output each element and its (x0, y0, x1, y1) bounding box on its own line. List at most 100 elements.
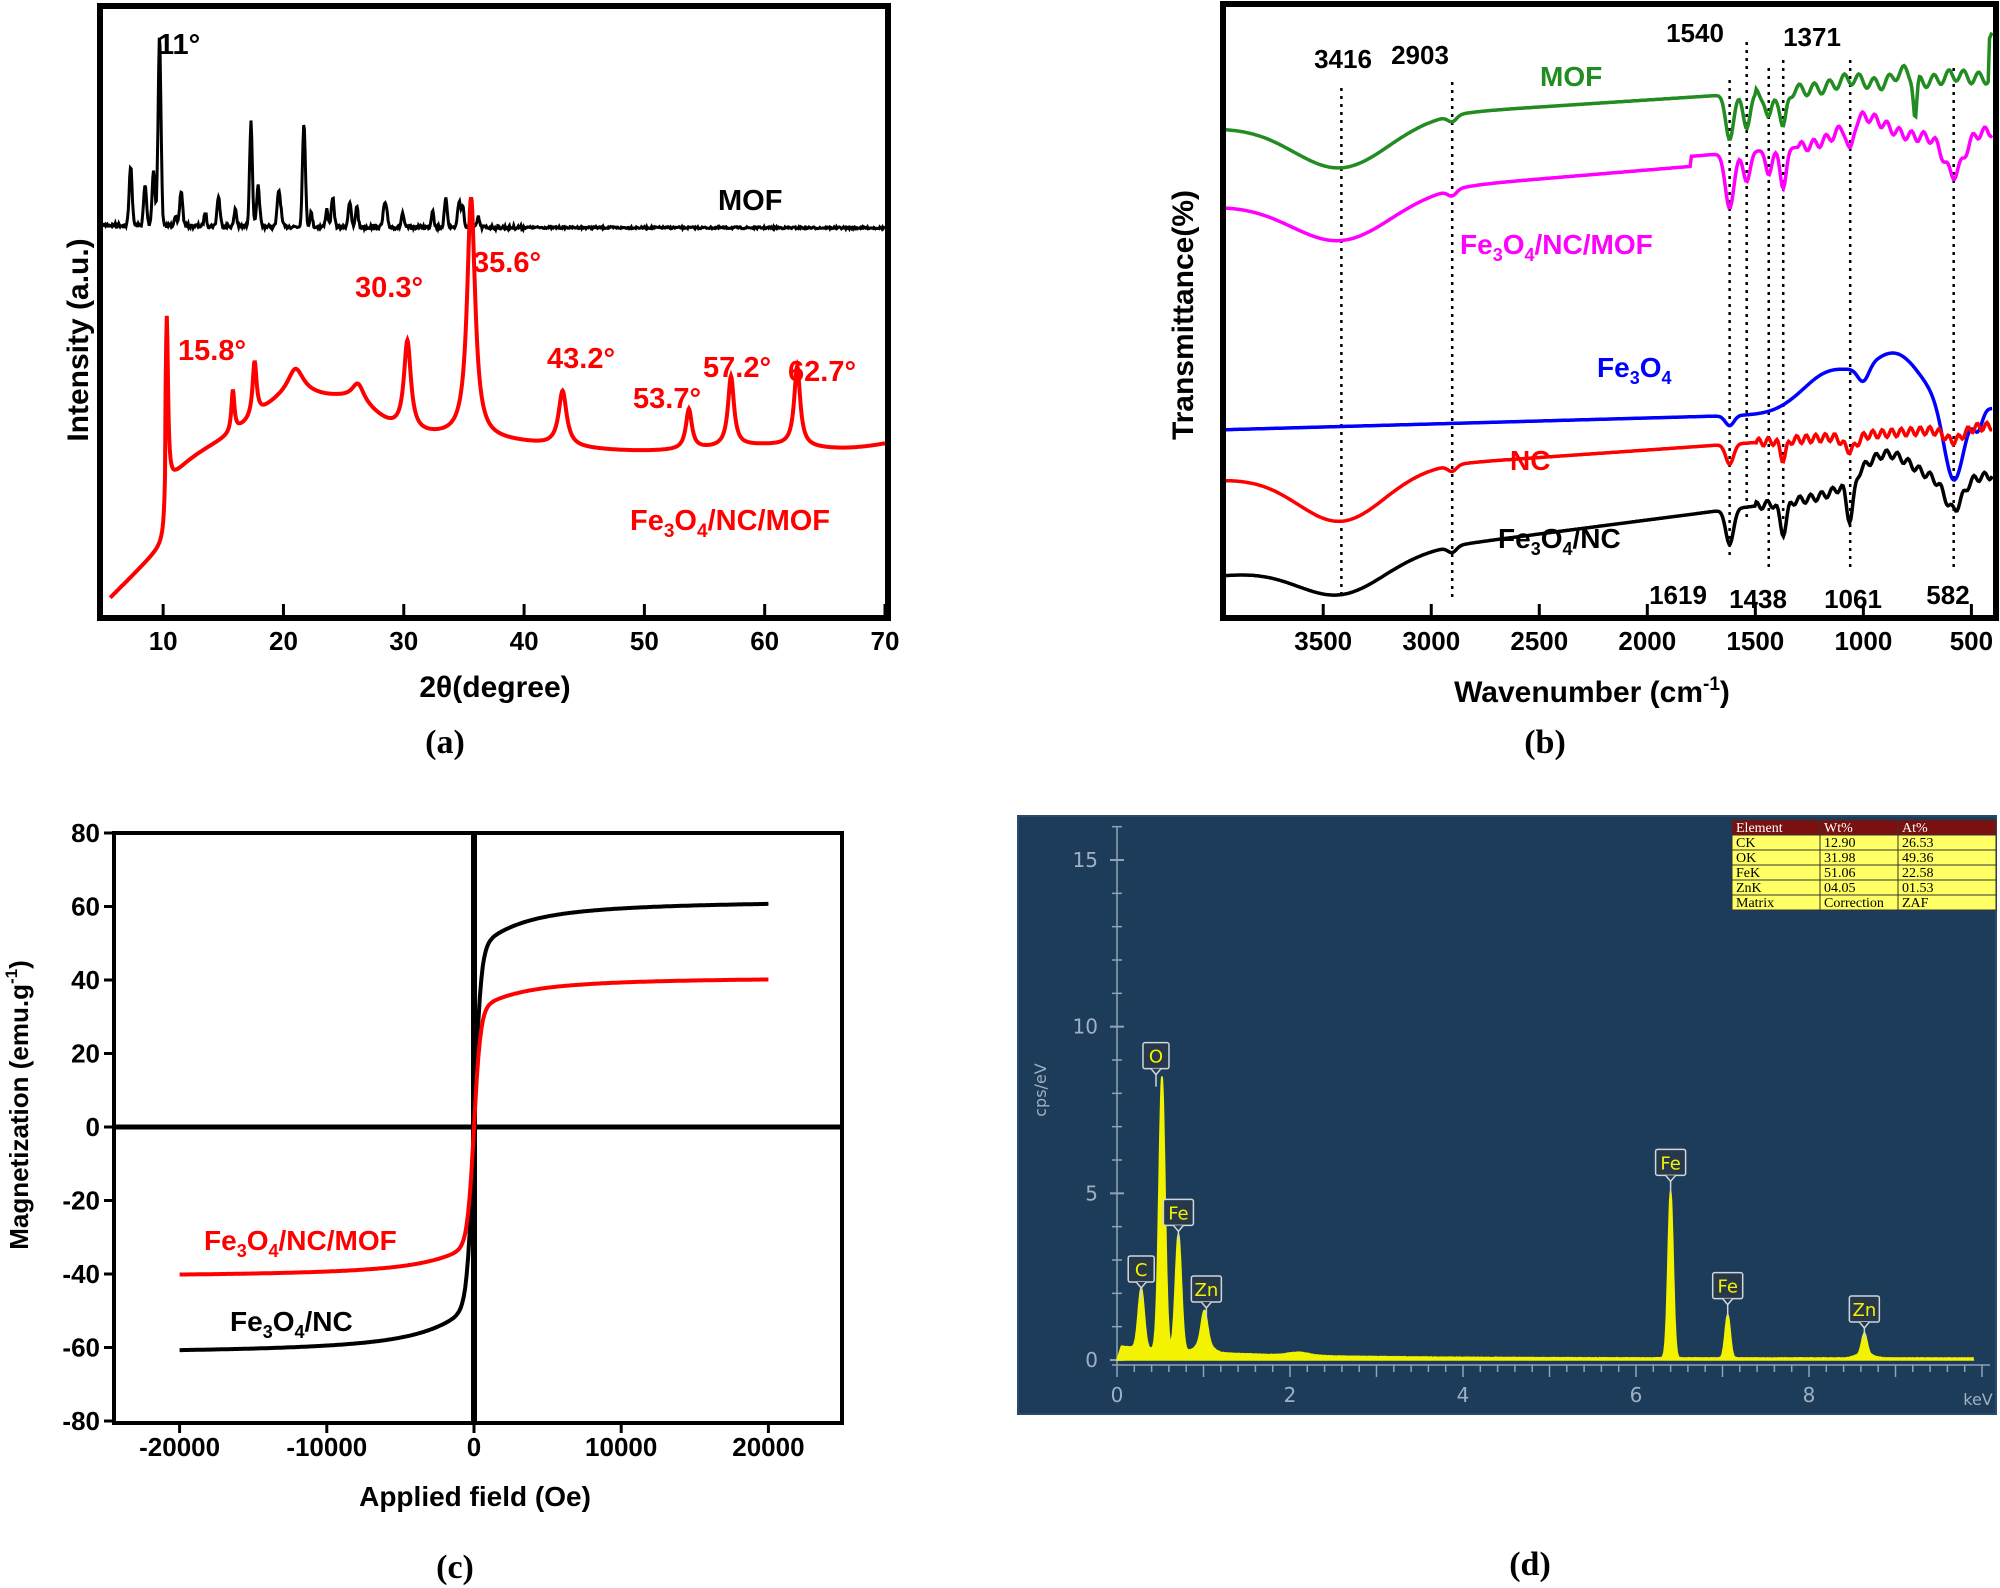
panel-c-y-tick-label: 0 (86, 1112, 100, 1142)
eds-table-cell: FeK (1736, 866, 1760, 881)
xrd-fe3o4-nc-mof-line (108, 196, 886, 600)
caption-d: (d) (1509, 1546, 1551, 1583)
panel-a-frame (97, 3, 891, 621)
legend-mof: MOF (718, 185, 782, 217)
panel-c-y-tick-label: 80 (71, 818, 100, 848)
panel-b-x-tick-label: 3000 (1402, 626, 1460, 656)
xrd-peak-label: 15.8° (178, 335, 246, 367)
panel-b-x-tick-label: 1000 (1834, 626, 1892, 656)
eds-table-cell: 04.05 (1824, 881, 1856, 896)
panel-b: 3500 3000 2500 2000 1500 1000 500 3416 2903 1619… (1167, 1, 1999, 761)
eds-spectrum (1115, 1076, 1975, 1361)
panel-b-x-tick-label: 500 (1950, 626, 1993, 656)
panel-a-x-tick-label: 70 (871, 626, 900, 656)
eds-quant-table: Element Wt% At% CK 12.90 26.53 OK 31.98 49.36 FeK… (1731, 819, 1997, 911)
eds-peak-label: Zn (1852, 1300, 1876, 1321)
panel-b-x-tick-label: 1500 (1726, 626, 1784, 656)
panel-a-x-tick-label: 20 (269, 626, 298, 656)
panel-a-x-tick-label: 10 (149, 626, 178, 656)
eds-table-cell: 49.36 (1902, 851, 1934, 866)
eds-peak-label: Fe (1660, 1153, 1680, 1174)
eds-table-cell: Correction (1824, 896, 1884, 911)
legend-ftir-fe3o4-nc-mof: Fe3O4/NC/MOF (1460, 229, 1653, 265)
eds-y-label: cps/eV (1031, 1063, 1050, 1117)
panel-a-x-tick-label: 60 (750, 626, 779, 656)
vsm-fe3o4-nc-mof-line (179, 977, 769, 1277)
ftir-band-label: 1619 (1649, 580, 1707, 610)
panel-a: 10 20 30 40 50 60 70 11° 15.8° 30.3° 35.6° 43.2° 53… (62, 3, 900, 761)
panel-a-annotations: 11° 15.8° 30.3° 35.6° 43.2° 53.7°57.2° 62.7° (158, 29, 856, 415)
eds-x-tick-label: 2 (1284, 1383, 1297, 1407)
ftir-fe3o4-nc-line (1225, 448, 1994, 597)
eds-y-tick-label: 15 (1073, 848, 1098, 872)
eds-table-cell: Matrix (1736, 896, 1774, 911)
eds-x-tick-label: 8 (1803, 1383, 1816, 1407)
eds-table-cell: 51.06 (1824, 866, 1856, 881)
panel-c-y-tick-label: -80 (62, 1406, 100, 1436)
eds-table-header: Element (1736, 821, 1783, 836)
panel-c-y-tick-label: -40 (62, 1259, 100, 1289)
legend-ftir-nc: NC (1510, 445, 1550, 476)
caption-a: (a) (425, 724, 465, 761)
panel-c-y-tick-label: -60 (62, 1333, 100, 1363)
panel-c: -20000 -10000 0 10000 20000 80 60 40 20 0 -20 -40 -6… (2, 818, 844, 1586)
eds-table-header: At% (1902, 821, 1928, 836)
panel-a-x-tick-label: 30 (389, 626, 418, 656)
ftir-band-label: 2903 (1391, 40, 1449, 70)
xrd-peak-label: 62.7° (788, 356, 856, 388)
eds-table-cell: ZAF (1902, 896, 1929, 911)
ftir-fe3o4-nc-mof-line (1225, 109, 1994, 243)
panel-c-y-label: Magnetization (emu.g-1) (2, 960, 34, 1250)
eds-x-tick-label: 4 (1457, 1383, 1470, 1407)
panel-b-x-ticks: 3500 3000 2500 2000 1500 1000 500 (1294, 604, 1993, 656)
eds-table-cell: 31.98 (1824, 851, 1856, 866)
panel-a-x-tick-label: 50 (630, 626, 659, 656)
panel-a-x-tick-label: 40 (510, 626, 539, 656)
panel-b-frame (1220, 1, 1999, 621)
xrd-peak-label: 11° (158, 29, 200, 61)
eds-table-cell: CK (1736, 836, 1755, 851)
xrd-peak-label: 53.7° (633, 383, 701, 415)
eds-x-tick-label: 6 (1630, 1383, 1643, 1407)
panel-c-x-tick-label: 0 (467, 1432, 481, 1462)
legend-ftir-fe3o4-nc: Fe3O4/NC (1498, 523, 1621, 559)
eds-y-tick-label: 5 (1085, 1181, 1098, 1205)
panel-c-ticks: -20000 -10000 0 10000 20000 80 60 40 20 0 -20 -40 -6… (62, 818, 804, 1462)
ftir-nc-line (1226, 419, 1993, 524)
xrd-peak-label: 30.3° (355, 272, 423, 304)
panel-a-y-label: Intensity (a.u.) (62, 238, 95, 441)
legend-ftir-fe3o4: Fe3O4 (1597, 352, 1672, 388)
ftir-band-label: 1540 (1666, 18, 1724, 48)
panel-b-x-tick-label: 2500 (1510, 626, 1568, 656)
ftir-band-label: 1061 (1824, 584, 1882, 614)
eds-x-label: keV (1963, 1390, 1993, 1409)
xrd-peak-label: 57.2° (703, 352, 771, 384)
panel-c-y-tick-label: 60 (71, 892, 100, 922)
eds-y-tick-label: 10 (1073, 1015, 1098, 1039)
eds-table-cell: OK (1736, 851, 1756, 866)
ftir-band-label: 3416 (1314, 44, 1372, 74)
panel-b-x-label: Wavenumber (cm-1) (1454, 674, 1730, 709)
ftir-band-label: 1371 (1783, 22, 1841, 52)
panel-c-x-label: Applied field (Oe) (359, 1481, 591, 1512)
legend-ftir-mof: MOF (1540, 61, 1602, 92)
eds-table-cell: 12.90 (1824, 836, 1856, 851)
caption-b: (b) (1524, 724, 1566, 761)
ftir-fe3o4-line (1226, 351, 1993, 482)
legend-fe3o4-nc-mof: Fe3O4/NC/MOF (630, 505, 830, 542)
xrd-peak-label: 35.6° (473, 247, 541, 279)
eds-frame (1017, 815, 1997, 1415)
eds-y-tick-label: 0 (1085, 1348, 1098, 1372)
ftir-mof-line (1225, 31, 1994, 170)
panel-c-x-tick-label: -20000 (139, 1432, 220, 1462)
eds-peak-label: C (1135, 1260, 1148, 1281)
panel-b-x-tick-label: 2000 (1618, 626, 1676, 656)
panel-c-x-tick-label: 20000 (732, 1432, 804, 1462)
eds-table-cell: 22.58 (1902, 866, 1934, 881)
panel-a-x-label: 2θ(degree) (419, 671, 570, 704)
panel-c-x-tick-label: 10000 (585, 1432, 657, 1462)
panel-c-y-tick-label: 40 (71, 965, 100, 995)
xrd-mof-line (101, 37, 886, 235)
eds-x-tick-label: 0 (1111, 1383, 1124, 1407)
